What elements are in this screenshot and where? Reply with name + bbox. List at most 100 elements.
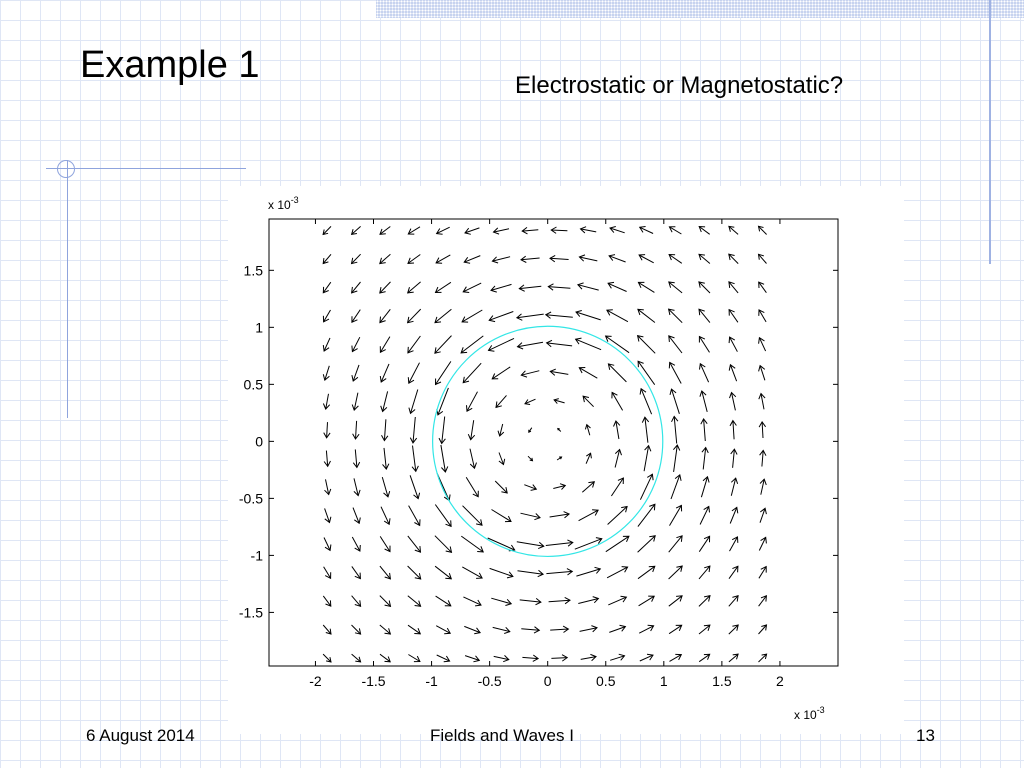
field-arrow-head	[592, 509, 599, 516]
field-arrow-head	[516, 342, 524, 350]
field-arrow-head	[351, 345, 358, 353]
y-axis-multiplier: x 10-3	[268, 195, 299, 212]
field-arrow-head	[760, 536, 767, 544]
field-arrow-head	[354, 600, 362, 608]
field-arrow-shaft	[380, 363, 390, 383]
field-arrow-shaft	[516, 313, 544, 319]
field-arrow-head	[528, 429, 532, 433]
field-arrow-shaft	[323, 537, 331, 551]
field-arrow-head	[728, 336, 736, 344]
field-arrow-head	[441, 466, 449, 473]
field-arrow-shaft	[580, 228, 597, 233]
field-arrow-shaft	[464, 655, 480, 661]
field-arrow-shaft	[639, 473, 653, 500]
field-arrow-shaft	[407, 565, 422, 580]
field-arrow-shaft	[379, 565, 391, 580]
field-arrow-head	[638, 226, 646, 233]
field-arrow-shaft	[585, 453, 592, 464]
field-arrow-shaft	[579, 627, 598, 632]
field-arrow-head	[323, 460, 331, 468]
field-arrow-head	[324, 488, 332, 496]
field-arrow-shaft	[351, 336, 361, 352]
field-arrow-head	[731, 506, 739, 514]
field-arrow-shaft	[728, 309, 739, 323]
field-arrow-shaft	[412, 416, 416, 443]
field-arrow-head	[576, 282, 584, 290]
field-arrow-shaft	[582, 395, 594, 408]
x-tick-label: 1.5	[712, 673, 732, 689]
x-tick-label: 1	[660, 673, 668, 689]
field-arrow-shaft	[521, 370, 540, 376]
field-arrow-shaft	[728, 653, 739, 663]
field-arrow-shaft	[550, 370, 569, 375]
field-arrow-shaft	[407, 281, 421, 294]
x-tick-label: -1	[425, 673, 438, 689]
field-arrow-head	[352, 461, 361, 469]
field-arrow-shaft	[607, 282, 627, 292]
field-arrow-head	[729, 391, 737, 399]
field-arrow-shaft	[609, 626, 626, 633]
field-arrow-shaft	[758, 624, 767, 635]
y-tick-label: -1.5	[239, 604, 263, 620]
field-arrow-shaft	[519, 599, 541, 603]
field-arrow-shaft	[351, 281, 361, 294]
field-arrow-shaft	[379, 281, 391, 294]
field-arrow-head	[383, 490, 391, 498]
field-arrow-head	[520, 370, 528, 378]
field-arrow-shaft	[436, 654, 450, 662]
field-arrow-head	[668, 253, 676, 261]
field-arrow-shaft	[466, 391, 478, 412]
field-arrow-shaft	[492, 256, 511, 262]
field-arrow-shaft	[728, 566, 739, 579]
field-arrow-head	[578, 367, 586, 374]
field-arrow-shaft	[322, 253, 332, 264]
field-arrow-head	[384, 572, 392, 580]
field-arrow-head	[350, 286, 358, 294]
field-arrow-head	[530, 484, 538, 491]
field-arrow-head	[588, 481, 596, 488]
field-arrow-head	[354, 517, 361, 525]
field-arrow-head	[728, 253, 735, 261]
field-arrow-head	[521, 227, 528, 235]
field-arrow-shaft	[548, 286, 571, 289]
field-arrow-shaft	[605, 535, 630, 553]
field-arrow-head	[668, 226, 676, 233]
field-arrow-head	[618, 653, 626, 661]
field-arrow-head	[698, 281, 705, 288]
field-arrow-head	[351, 374, 359, 382]
field-arrow-head	[611, 391, 618, 399]
field-arrow-head	[671, 415, 679, 423]
field-arrow-shaft	[407, 308, 422, 324]
field-arrow-head	[505, 598, 513, 606]
field-arrow-shaft	[729, 336, 738, 352]
field-arrow-head	[325, 656, 332, 663]
field-arrow-shaft	[408, 654, 421, 662]
field-arrow-head	[383, 518, 391, 526]
field-arrow-shaft	[491, 366, 511, 380]
field-arrow-head	[408, 407, 416, 415]
field-arrow-head	[545, 339, 553, 348]
field-arrow-head	[620, 595, 628, 603]
field-arrow-shaft	[381, 476, 389, 498]
field-arrow-shaft	[521, 628, 540, 631]
field-arrow-shaft	[463, 596, 482, 606]
field-arrow-shaft	[553, 399, 565, 404]
field-arrow-shaft	[668, 624, 682, 635]
field-arrow-head	[646, 653, 654, 661]
field-arrow-shaft	[614, 449, 621, 468]
field-arrow-head	[566, 568, 574, 576]
field-arrow-head	[561, 654, 569, 662]
field-arrow-head	[322, 374, 330, 381]
field-arrow-shaft	[578, 509, 599, 522]
field-arrow-shaft	[440, 444, 446, 473]
field-arrow-shaft	[487, 537, 515, 551]
field-arrow-head	[668, 361, 676, 369]
field-arrow-shaft	[698, 624, 711, 635]
field-arrow-shaft	[351, 624, 361, 635]
field-arrow-shaft	[545, 542, 573, 546]
field-arrow-shaft	[698, 226, 710, 235]
field-arrow-shaft	[522, 656, 539, 660]
field-arrow-shaft	[520, 257, 540, 261]
field-arrow-head	[760, 565, 767, 573]
field-arrow-shaft	[379, 624, 391, 635]
